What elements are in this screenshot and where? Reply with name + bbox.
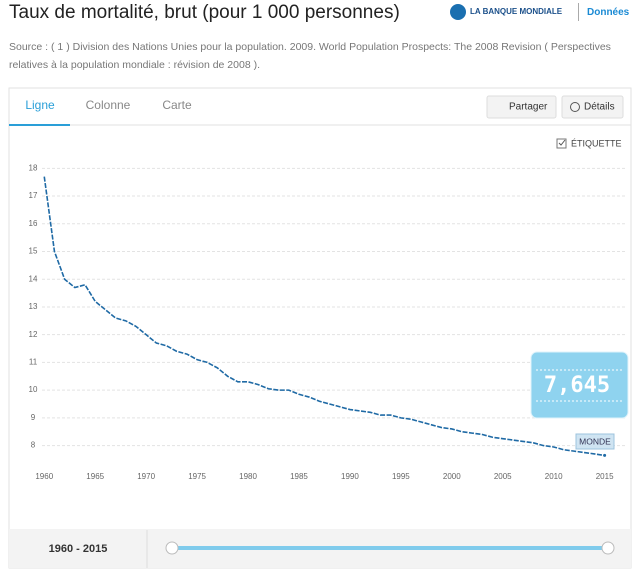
line bbox=[43, 176, 605, 457]
share-button[interactable] bbox=[486, 95, 557, 119]
series-label-box bbox=[575, 433, 615, 450]
data-link[interactable]: Données bbox=[587, 7, 630, 18]
x-tick-label: 2005 bbox=[494, 472, 512, 481]
page-title: Taux de mortalité, brut (pour 1 000 pers… bbox=[9, 2, 400, 23]
details-button[interactable] bbox=[561, 95, 624, 119]
info-icon bbox=[570, 102, 580, 112]
x-tick-label: 1980 bbox=[239, 472, 257, 481]
x-tick-label: 2010 bbox=[545, 472, 563, 481]
x-tick-label: 1965 bbox=[86, 472, 104, 481]
x-tick-label: 2015 bbox=[596, 472, 614, 481]
slider-handle[interactable] bbox=[601, 541, 615, 555]
x-tick-label: 2000 bbox=[443, 472, 461, 481]
y-tick-label: 8 bbox=[31, 441, 36, 450]
checkbox[interactable] bbox=[556, 138, 567, 149]
tooltip-value: 7,645 bbox=[544, 373, 610, 398]
x-tick-label: 1970 bbox=[137, 472, 155, 481]
y-tick-label: 10 bbox=[29, 385, 38, 394]
logo[interactable] bbox=[450, 4, 466, 20]
y-tick-label: 15 bbox=[29, 247, 38, 256]
brand[interactable]: LA BANQUE MONDIALE bbox=[470, 7, 563, 16]
y-tick-label: 9 bbox=[31, 413, 36, 422]
divider bbox=[578, 3, 579, 21]
panel-frame bbox=[8, 87, 632, 569]
tab[interactable]: Ligne bbox=[25, 98, 55, 112]
x-tick-label: 1975 bbox=[188, 472, 206, 481]
x-tick-label: 1960 bbox=[35, 472, 53, 481]
tab[interactable]: Colonne bbox=[86, 98, 131, 112]
y-tick-label: 18 bbox=[29, 163, 38, 172]
series-label: MONDE bbox=[579, 436, 611, 446]
checkbox-label[interactable]: ÉTIQUETTE bbox=[571, 138, 622, 148]
details-label[interactable]: Détails bbox=[584, 102, 615, 113]
y-tick-label: 12 bbox=[29, 330, 38, 339]
end-point bbox=[603, 453, 607, 457]
x-tick-label: 1995 bbox=[392, 472, 410, 481]
range-label: 1960 - 2015 bbox=[49, 543, 108, 555]
share-label[interactable]: Partager bbox=[509, 102, 548, 113]
y-tick-label: 14 bbox=[29, 274, 38, 283]
y-tick-label: 17 bbox=[29, 191, 38, 200]
y-tick-label: 11 bbox=[29, 358, 38, 367]
tab[interactable]: Carte bbox=[162, 98, 192, 112]
tooltip bbox=[530, 351, 629, 419]
y-tick-label: 13 bbox=[29, 302, 38, 311]
x-tick-label: 1985 bbox=[290, 472, 308, 481]
y-tick-label: 16 bbox=[29, 219, 38, 228]
source: Source : ( 1 ) Division des Nations Unie… bbox=[9, 41, 611, 71]
slider-handle[interactable] bbox=[165, 541, 179, 555]
x-tick-label: 1990 bbox=[341, 472, 359, 481]
check-mark bbox=[558, 139, 566, 146]
